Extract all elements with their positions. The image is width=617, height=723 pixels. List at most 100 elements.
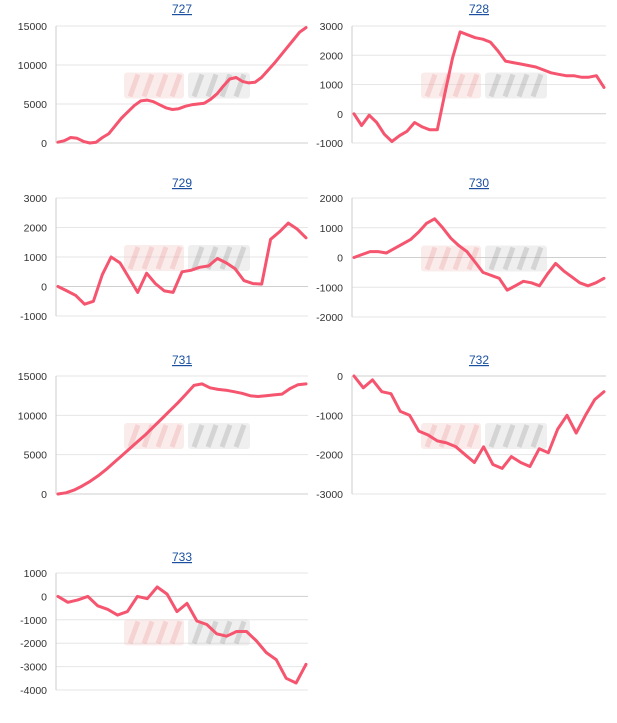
data-point: [511, 61, 515, 64]
data-point: [222, 84, 225, 88]
data-point: [473, 461, 476, 464]
y-tick-label: 2000: [320, 193, 344, 205]
data-point: [185, 602, 189, 605]
data-point: [376, 250, 380, 253]
data-point: [556, 427, 559, 431]
data-point: [538, 284, 541, 287]
data-point: [171, 108, 174, 111]
data-point: [245, 630, 248, 633]
data-point: [180, 270, 184, 273]
data-point: [352, 256, 356, 259]
data-point: [527, 64, 530, 67]
data-point: [152, 100, 155, 103]
chart-title-link[interactable]: 733: [172, 550, 192, 564]
data-point: [436, 128, 439, 132]
data-point: [82, 140, 85, 143]
data-point: [208, 386, 212, 389]
y-tick-label: -4000: [20, 685, 47, 697]
data-point: [96, 474, 100, 478]
chart-title-link[interactable]: 730: [469, 176, 489, 190]
chart-title-link[interactable]: 729: [172, 176, 192, 190]
data-point: [260, 76, 263, 79]
data-point: [152, 425, 156, 428]
data-point: [164, 106, 168, 110]
data-point: [86, 595, 89, 598]
data-point: [216, 257, 219, 260]
data-point: [519, 461, 522, 464]
y-tick-label: -1000: [20, 615, 47, 627]
data-point: [443, 92, 447, 95]
data-point: [482, 445, 485, 448]
data-point: [275, 658, 278, 661]
data-point: [94, 141, 98, 144]
data-point: [465, 250, 469, 253]
y-tick-label: 2000: [320, 50, 344, 62]
data-point: [575, 431, 578, 435]
chart-title-link[interactable]: 732: [469, 353, 489, 367]
data-point: [292, 38, 295, 42]
data-point: [63, 139, 66, 142]
data-point: [255, 639, 258, 643]
data-point: [266, 69, 270, 72]
data-point: [298, 31, 301, 34]
watermark-logo: [124, 619, 250, 646]
data-point: [304, 663, 308, 666]
data-point: [101, 136, 104, 139]
data-point: [489, 40, 492, 44]
data-point: [158, 103, 161, 106]
data-point: [288, 387, 292, 390]
data-point: [510, 455, 513, 458]
data-point: [514, 284, 517, 287]
chart-title-link[interactable]: 728: [469, 2, 489, 16]
chart-title-link[interactable]: 727: [172, 2, 192, 16]
data-point: [587, 75, 591, 79]
chart-732: -3000 -2000 -1000 0 732: [316, 353, 606, 501]
data-point: [216, 388, 220, 391]
data-point: [101, 273, 104, 276]
data-point: [203, 102, 206, 105]
y-tick-label: 10000: [18, 60, 47, 72]
data-point: [104, 468, 108, 471]
data-point: [176, 401, 180, 404]
data-point: [205, 623, 208, 626]
data-point: [112, 461, 116, 464]
chart-title-link[interactable]: 731: [172, 353, 192, 367]
data-point: [360, 124, 363, 127]
data-point: [139, 99, 142, 103]
y-tick-label: 15000: [18, 21, 47, 33]
data-point: [296, 383, 300, 386]
data-point: [76, 598, 80, 602]
data-point: [554, 262, 557, 265]
data-point: [481, 271, 485, 274]
data-point: [225, 261, 228, 265]
data-point: [546, 272, 549, 276]
data-point: [433, 217, 436, 221]
data-point: [451, 56, 454, 60]
data-point: [195, 619, 199, 623]
series-line: [352, 374, 606, 470]
y-tick-label: 3000: [24, 193, 48, 205]
watermark-logo: [124, 423, 250, 449]
data-point: [256, 395, 260, 398]
data-point: [183, 105, 187, 108]
data-point: [196, 102, 200, 106]
data-point: [398, 134, 401, 137]
watermark-logo: [124, 72, 250, 99]
data-point: [80, 484, 84, 488]
data-point: [399, 410, 402, 413]
data-point: [489, 274, 493, 277]
chart-731: 0 5000 10000 15000 731: [18, 353, 308, 501]
data-point: [154, 282, 157, 285]
data-point: [294, 681, 298, 685]
data-point: [522, 280, 525, 283]
data-point: [360, 253, 364, 256]
data-point: [549, 71, 553, 75]
data-point: [562, 269, 565, 273]
data-point: [474, 36, 477, 39]
data-point: [189, 269, 193, 272]
data-point: [107, 132, 111, 135]
data-point: [565, 414, 569, 417]
data-point: [367, 114, 371, 117]
data-point: [425, 222, 428, 225]
data-point: [56, 141, 60, 144]
